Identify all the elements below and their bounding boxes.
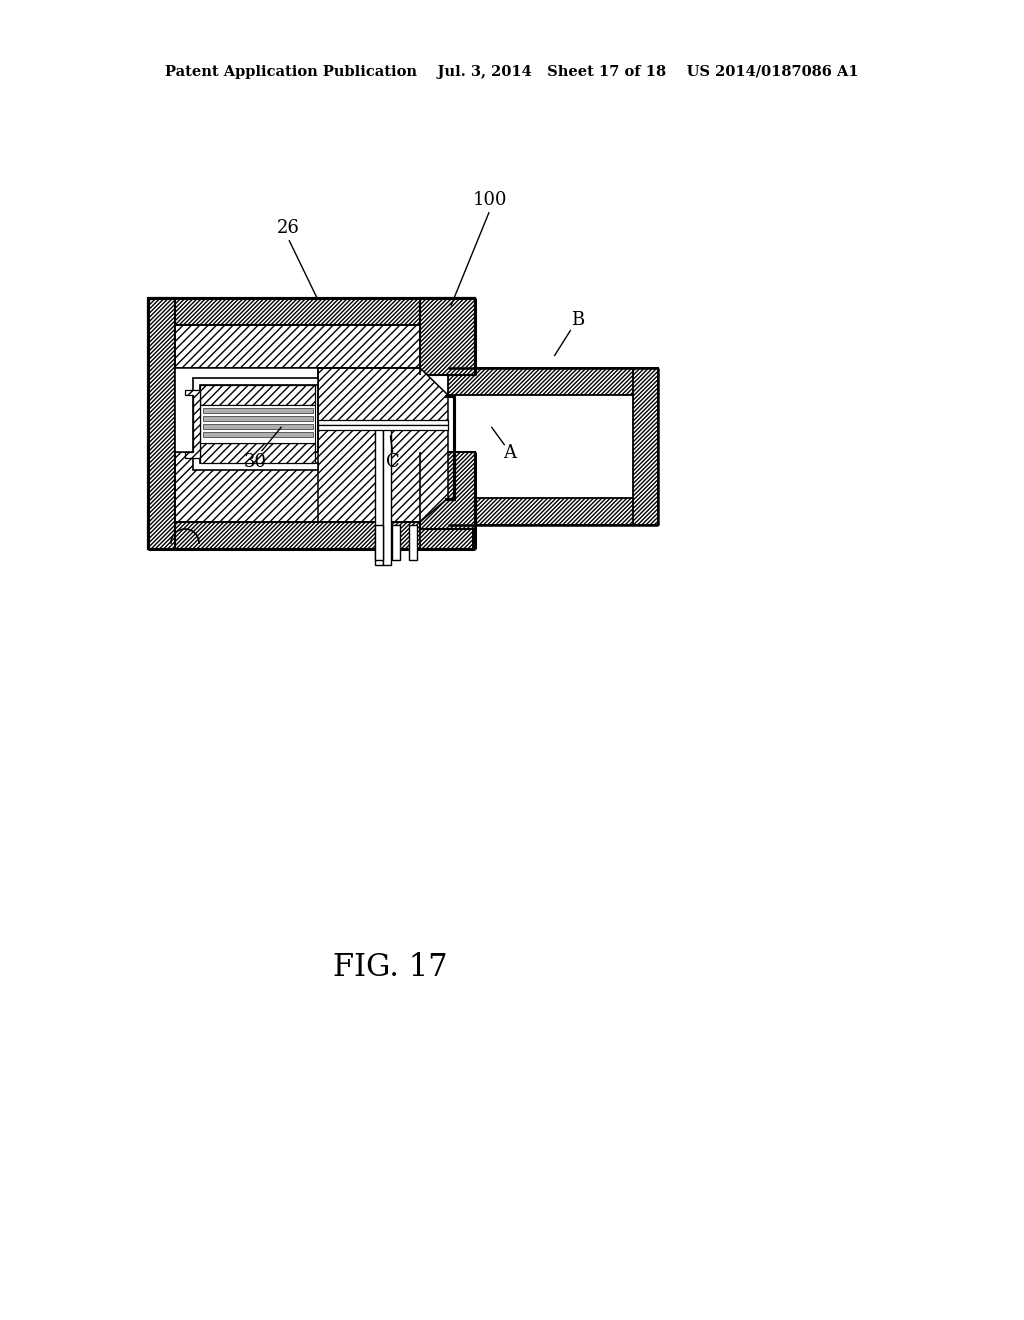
Polygon shape [318, 425, 449, 430]
Polygon shape [203, 424, 313, 429]
Polygon shape [420, 451, 475, 529]
Text: FIG. 17: FIG. 17 [333, 953, 447, 983]
Polygon shape [449, 395, 633, 498]
Polygon shape [140, 185, 680, 585]
Polygon shape [203, 432, 313, 437]
Polygon shape [409, 525, 417, 560]
Polygon shape [449, 498, 658, 525]
Polygon shape [375, 525, 383, 560]
Polygon shape [203, 416, 313, 421]
Polygon shape [148, 521, 473, 549]
Polygon shape [203, 408, 313, 413]
Polygon shape [392, 525, 400, 560]
Text: B: B [571, 312, 585, 329]
Polygon shape [200, 444, 315, 463]
Polygon shape [445, 395, 455, 500]
Polygon shape [318, 368, 449, 425]
Polygon shape [200, 385, 315, 405]
Polygon shape [420, 298, 475, 375]
Text: 26: 26 [276, 219, 299, 238]
Polygon shape [318, 420, 449, 425]
Polygon shape [148, 298, 175, 549]
Polygon shape [383, 425, 391, 565]
Text: C: C [386, 453, 400, 471]
Polygon shape [449, 368, 658, 395]
Text: 30: 30 [244, 453, 266, 471]
Polygon shape [193, 378, 318, 470]
Text: A: A [504, 444, 516, 462]
Polygon shape [175, 368, 318, 451]
Text: 100: 100 [473, 191, 507, 209]
Polygon shape [200, 405, 315, 444]
Polygon shape [375, 425, 383, 565]
Polygon shape [633, 368, 658, 525]
Text: Patent Application Publication    Jul. 3, 2014   Sheet 17 of 18    US 2014/01870: Patent Application Publication Jul. 3, 2… [165, 65, 859, 79]
Polygon shape [175, 325, 420, 368]
Polygon shape [318, 425, 449, 521]
Polygon shape [185, 389, 200, 458]
Polygon shape [175, 451, 420, 521]
Polygon shape [148, 298, 475, 325]
